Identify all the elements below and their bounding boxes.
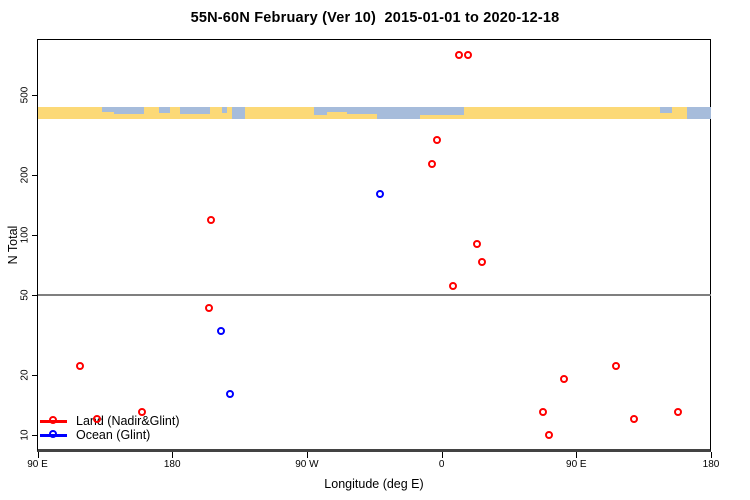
map-ocean-segment (326, 107, 347, 112)
data-point-land (428, 160, 437, 169)
x-axis-tick (37, 452, 39, 458)
data-point-land (630, 414, 639, 423)
data-point-land (477, 257, 486, 266)
data-point-land (464, 50, 473, 59)
y-axis-title: N Total (6, 225, 20, 265)
data-point-land (76, 362, 85, 370)
chart-title: 55N-60N February (Ver 10) 2015-01-01 to … (190, 10, 560, 26)
map-ocean-segment (313, 107, 327, 115)
y-axis-tick (31, 174, 38, 176)
y-axis-tick-label: 500 (19, 86, 30, 104)
data-point-ocean (217, 326, 226, 335)
map-ocean-segment (101, 107, 114, 112)
legend-label-ocean: Ocean (Glint) (76, 428, 151, 442)
y-axis-tick (31, 95, 38, 97)
legend-label-land: Land (Nadir&Glint) (76, 414, 180, 428)
x-axis-tick-label: 180 (702, 459, 720, 470)
data-point-land (449, 282, 458, 291)
y-axis-tick-label: 100 (19, 226, 30, 244)
y-axis-tick-label: 50 (19, 289, 30, 301)
x-axis-tick (306, 452, 308, 458)
map-ocean-segment (687, 107, 711, 119)
x-axis-tick-label: 0 (438, 459, 445, 470)
map-ocean-segment (179, 107, 210, 114)
legend-marker-ocean-icon (49, 430, 57, 438)
x-axis-tick-label: 90 E (27, 459, 48, 470)
y-axis-tick-label: 10 (19, 429, 30, 441)
map-ocean-segment (376, 107, 421, 119)
map-ocean-segment (660, 107, 673, 113)
plot-area (37, 39, 711, 452)
data-point-land (137, 407, 146, 416)
data-point-land (205, 303, 214, 312)
map-ocean-segment (232, 107, 245, 119)
data-point-land (673, 407, 682, 416)
data-point-land (538, 407, 547, 416)
data-point-land (206, 216, 215, 225)
y-axis-tick-label: 20 (19, 369, 30, 381)
y-axis-tick (31, 435, 38, 436)
x-axis-tick-label: 180 (163, 459, 181, 470)
data-point-land (473, 239, 482, 248)
reference-line-50 (37, 294, 711, 297)
legend-marker-land-icon (49, 416, 57, 424)
data-point-ocean (375, 190, 384, 199)
map-ocean-segment (113, 107, 144, 114)
data-point-ocean (226, 389, 235, 398)
data-point-land (432, 136, 441, 145)
y-axis-tick (31, 295, 38, 297)
x-axis-tick-label: 90 E (566, 459, 587, 470)
x-axis-tick (172, 452, 174, 458)
data-point-land (559, 374, 568, 383)
data-point-land (455, 51, 464, 60)
map-ocean-segment (347, 107, 377, 114)
x-axis-tick (441, 452, 443, 458)
y-axis-tick (31, 374, 38, 376)
x-axis-tick-label: 90 W (295, 459, 319, 470)
map-ocean-segment (222, 107, 227, 113)
map-ocean-segment (420, 107, 465, 115)
y-axis-tick-label: 200 (19, 166, 30, 184)
x-axis-title: Longitude (deg E) (324, 477, 424, 491)
data-point-land (92, 414, 101, 423)
y-axis-tick (31, 235, 38, 236)
data-point-land (544, 430, 553, 439)
data-point-land (612, 362, 621, 370)
map-ocean-segment (158, 107, 170, 113)
x-axis-tick (711, 452, 712, 458)
land-ocean-map-strip (38, 107, 711, 119)
x-axis-tick (576, 452, 578, 458)
